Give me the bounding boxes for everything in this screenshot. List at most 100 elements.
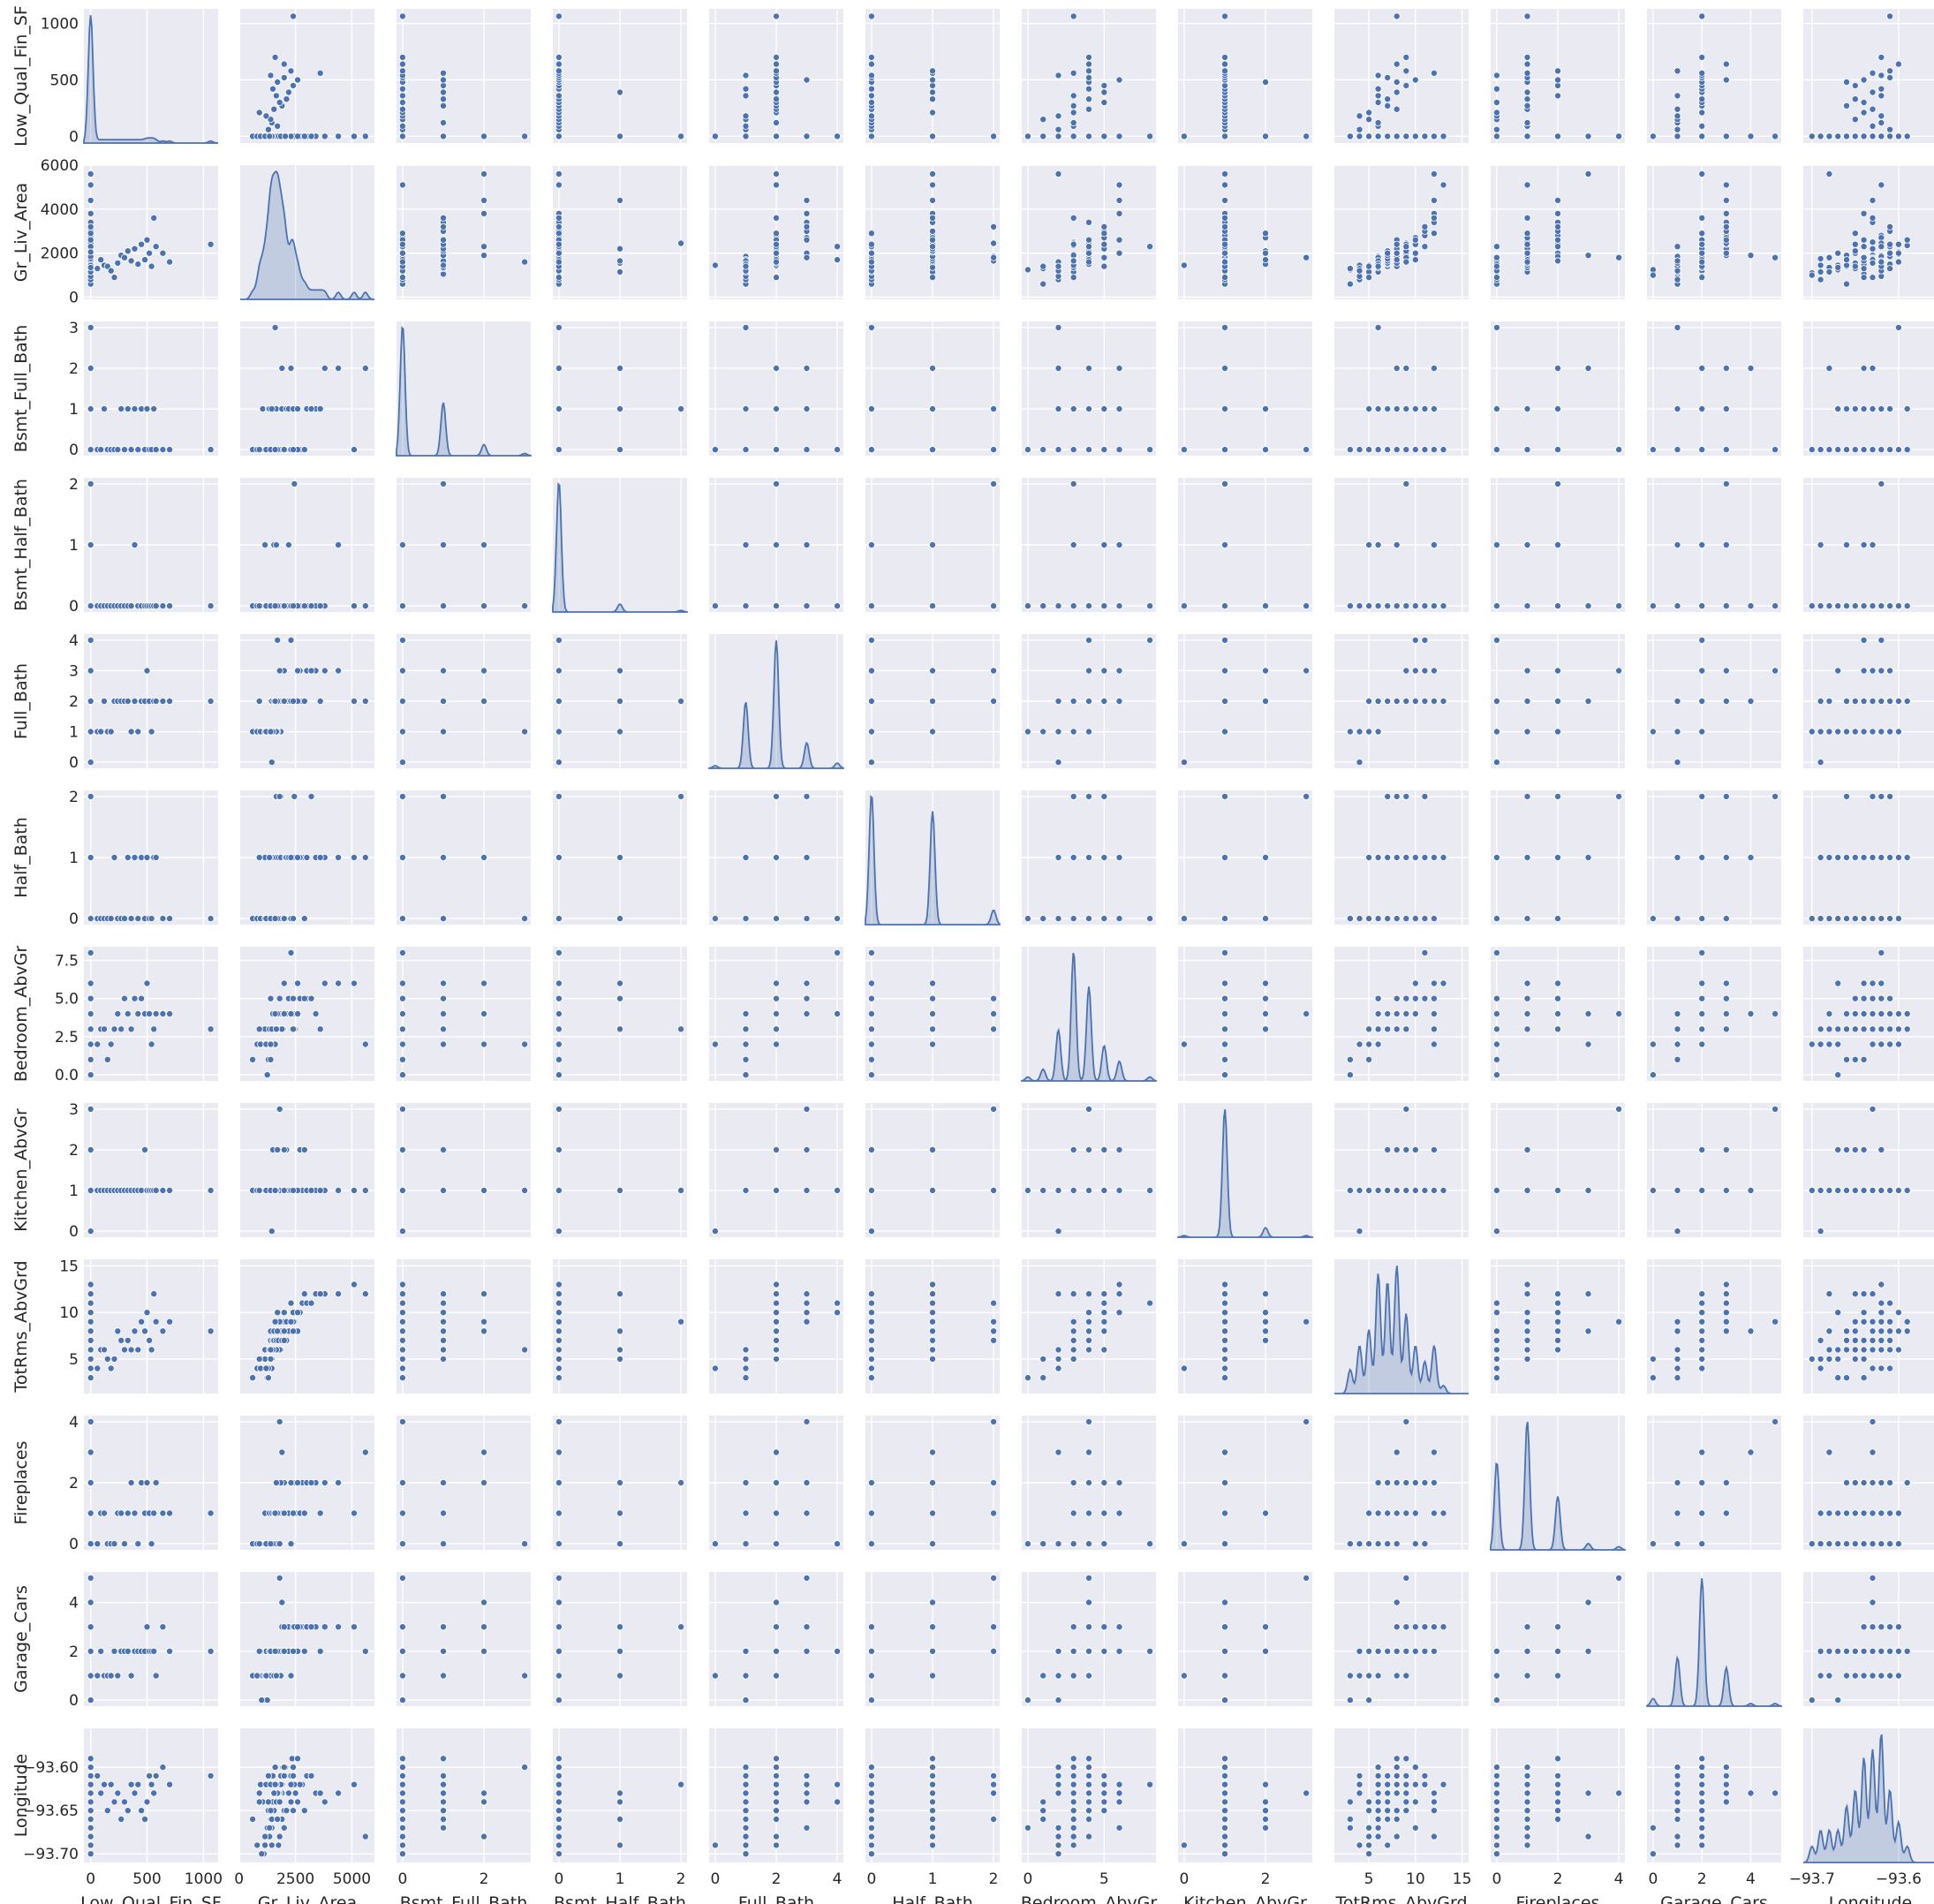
scatter-point [94, 265, 102, 273]
scatter-point [1886, 73, 1894, 81]
scatter-point [1869, 446, 1877, 454]
scatter-point [1722, 76, 1730, 84]
scatter-point [1886, 67, 1894, 75]
scatter-point [1100, 230, 1108, 238]
scatter-point [1393, 541, 1401, 549]
scatter-point [268, 404, 276, 412]
scatter-point [1772, 253, 1779, 261]
scatter-point [929, 181, 937, 189]
scatter-point [398, 132, 406, 140]
cell-background [240, 321, 374, 456]
scatter-point [87, 263, 94, 271]
cell-Gr_Liv_Area-vs-Full_Bath [709, 164, 843, 299]
scatter-point [1069, 602, 1077, 610]
scatter-point [1100, 667, 1108, 675]
scatter-point [1115, 132, 1123, 140]
cell-background [84, 9, 218, 143]
scatter-point [1411, 256, 1419, 264]
scatter-point [1421, 223, 1429, 230]
scatter-point [398, 759, 406, 767]
cell-Low_Qual_Fin_SF-vs-Bsmt_Full_Bath [397, 9, 531, 143]
scatter-point [1054, 698, 1062, 706]
scatter-point [1869, 122, 1877, 130]
scatter-point [929, 404, 937, 412]
scatter-point [1834, 132, 1842, 140]
scatter-point [480, 196, 488, 204]
scatter-point [87, 323, 94, 331]
scatter-point [1374, 602, 1382, 610]
scatter-point [929, 243, 937, 251]
scatter-point [1085, 53, 1093, 61]
scatter-point [1221, 602, 1229, 610]
scatter-point [1039, 446, 1047, 454]
scatter-point [1817, 261, 1824, 269]
scatter-point [616, 667, 624, 675]
scatter-point [867, 240, 875, 248]
scatter-point [1365, 274, 1373, 282]
scatter-point [1523, 541, 1531, 549]
scatter-point [398, 258, 406, 266]
scatter-point [1825, 132, 1833, 140]
scatter-point [274, 79, 282, 87]
scatter-point [803, 223, 811, 230]
scatter-point [1069, 404, 1077, 412]
scatter-point [120, 253, 128, 261]
scatter-point [261, 541, 269, 549]
scatter-point [990, 404, 998, 412]
scatter-point [350, 446, 358, 454]
scatter-point [87, 181, 94, 189]
scatter-point [1069, 132, 1077, 140]
scatter-point [773, 274, 781, 282]
scatter-point [1024, 602, 1031, 610]
scatter-point [929, 88, 937, 96]
scatter-point [1262, 667, 1270, 675]
scatter-point [1698, 53, 1706, 61]
scatter-point [555, 240, 563, 248]
scatter-point [1808, 132, 1816, 140]
scatter-point [1673, 112, 1681, 120]
scatter-point [521, 728, 529, 736]
scatter-point [1584, 252, 1592, 260]
scatter-point [1085, 60, 1093, 68]
scatter-point [1085, 236, 1093, 244]
scatter-point [1365, 541, 1373, 549]
scatter-point [1842, 132, 1850, 140]
scatter-point [1221, 541, 1229, 549]
scatter-point [1554, 446, 1562, 454]
scatter-point [1877, 404, 1885, 412]
scatter-point [1402, 446, 1410, 454]
scatter-point [1085, 602, 1093, 610]
scatter-point [1877, 92, 1885, 100]
scatter-point [1869, 88, 1877, 96]
scatter-point [1221, 636, 1229, 644]
scatter-point [268, 85, 276, 93]
scatter-point [1877, 602, 1885, 610]
scatter-point [398, 99, 406, 107]
scatter-point [1146, 602, 1154, 610]
scatter-point [990, 667, 998, 675]
scatter-point [929, 728, 937, 736]
scatter-point [159, 249, 167, 257]
scatter-point [929, 667, 937, 675]
scatter-point [1722, 60, 1730, 68]
scatter-point [773, 541, 781, 549]
scatter-point [834, 243, 842, 251]
scatter-point [1903, 446, 1911, 454]
scatter-point [398, 12, 406, 20]
scatter-point [1054, 125, 1062, 133]
scatter-point [990, 698, 998, 706]
scatter-point [1054, 759, 1062, 767]
scatter-point [1817, 254, 1824, 262]
scatter-point [555, 92, 563, 100]
scatter-point [742, 112, 750, 120]
scatter-point [1894, 132, 1902, 140]
scatter-point [439, 261, 447, 269]
scatter-point [742, 85, 750, 93]
scatter-point [742, 122, 750, 130]
scatter-point [616, 728, 624, 736]
scatter-point [929, 541, 937, 549]
scatter-point [1365, 404, 1373, 412]
scatter-point [1262, 79, 1270, 87]
scatter-point [1492, 541, 1500, 549]
scatter-point [1402, 404, 1410, 412]
